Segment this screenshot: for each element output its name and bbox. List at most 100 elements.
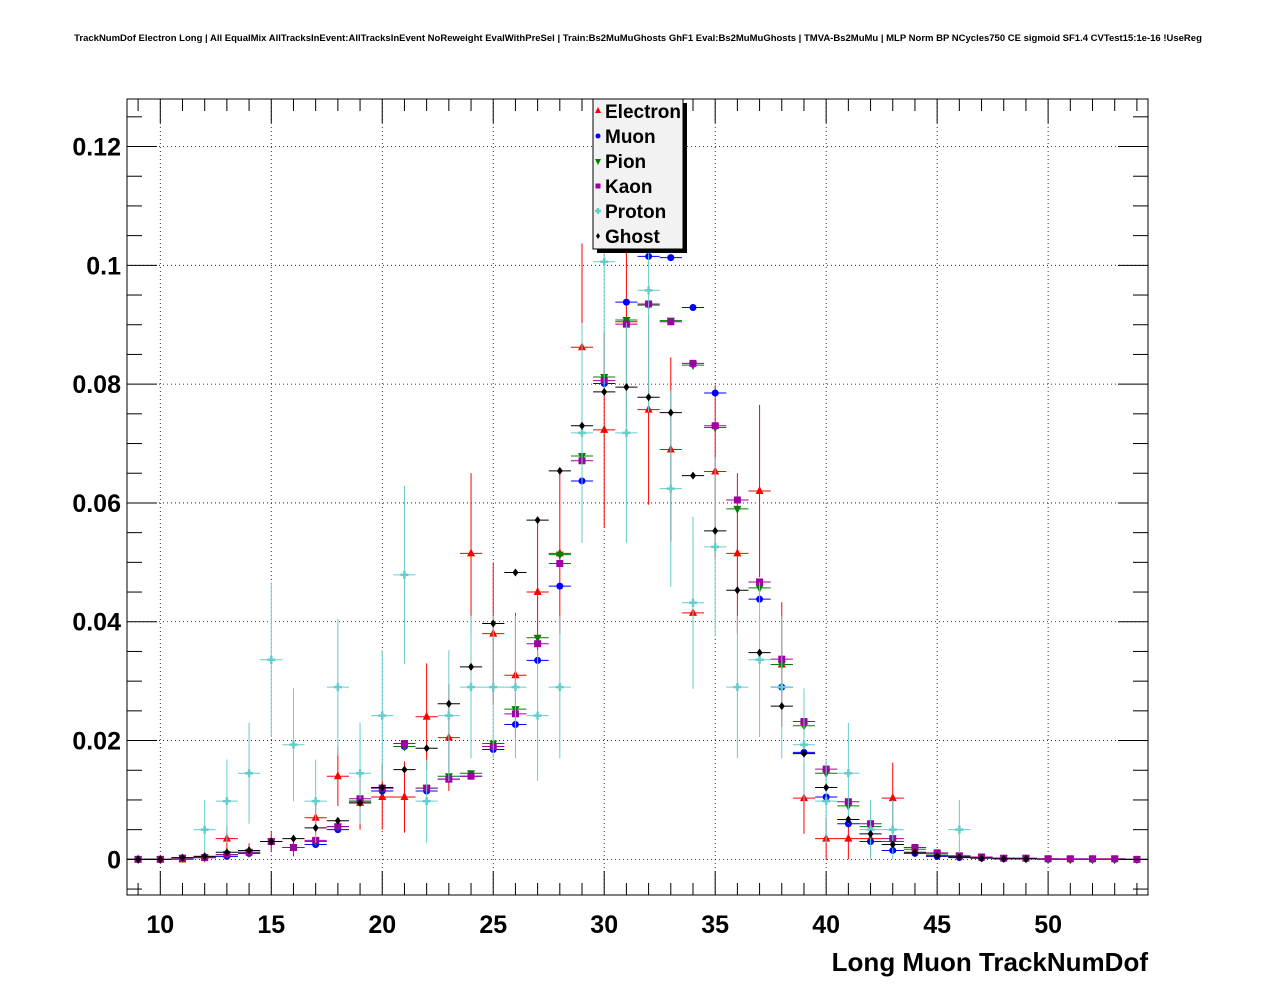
proton-point xyxy=(570,322,594,543)
kaon-marker xyxy=(334,823,342,831)
x-tick-label: 25 xyxy=(479,911,507,939)
ghost-marker xyxy=(911,848,918,857)
electron-marker xyxy=(844,833,853,842)
proton-marker xyxy=(267,655,276,664)
ghost-point xyxy=(193,852,216,861)
y-tick-label: 0.1 xyxy=(86,252,121,280)
ghost-marker xyxy=(357,798,364,807)
proton-point xyxy=(726,615,749,759)
proton-point xyxy=(681,516,705,689)
legend-label: Electron xyxy=(605,102,681,123)
ghost-point xyxy=(593,387,616,396)
proton-marker xyxy=(467,683,476,692)
kaon-marker xyxy=(556,560,564,568)
series-electron xyxy=(127,217,904,863)
kaon-marker xyxy=(467,772,475,780)
ghost-point xyxy=(371,783,394,792)
axis-ticks xyxy=(127,99,1148,895)
proton-point xyxy=(193,799,216,860)
proton-point xyxy=(748,582,771,737)
legend-box xyxy=(592,98,684,250)
ghost-marker xyxy=(778,702,785,711)
legend-marker xyxy=(595,133,601,139)
x-tick-label: 20 xyxy=(368,911,396,939)
ghost-marker xyxy=(401,765,408,774)
ghost-point xyxy=(770,702,793,711)
kaon-marker xyxy=(689,359,697,367)
ghost-marker xyxy=(246,846,253,855)
legend-item-electron: Electron xyxy=(595,102,681,123)
proton-marker xyxy=(289,740,298,749)
ghost-point xyxy=(304,823,327,832)
proton-point xyxy=(704,457,727,637)
proton-marker xyxy=(356,769,365,778)
ghost-marker xyxy=(579,421,586,430)
ghost-marker xyxy=(978,854,985,863)
proton-point xyxy=(548,615,571,759)
proton-marker xyxy=(511,683,520,692)
ghost-point xyxy=(903,848,927,857)
muon-marker xyxy=(622,298,630,306)
proton-marker xyxy=(245,769,254,778)
kaon-marker xyxy=(1044,855,1052,863)
proton-point xyxy=(881,799,904,860)
kaon-point xyxy=(1037,855,1060,863)
legend-label: Muon xyxy=(605,127,656,148)
legend-item-pion: Pion xyxy=(595,152,646,173)
ghost-marker xyxy=(534,516,541,525)
y-tick-label: 0.02 xyxy=(72,728,121,756)
ghost-marker xyxy=(689,471,696,480)
electron-marker xyxy=(333,771,342,780)
proton-point xyxy=(348,722,372,824)
ghost-point xyxy=(859,829,882,838)
kaon-marker xyxy=(1089,855,1097,863)
ghost-point xyxy=(415,744,438,753)
x-tick-label: 15 xyxy=(257,911,285,939)
legend-item-ghost: Ghost xyxy=(596,227,661,248)
kaon-point xyxy=(282,843,305,851)
muon-point xyxy=(548,582,571,590)
ghost-marker xyxy=(601,387,608,396)
muon-point xyxy=(704,389,727,397)
ghost-marker xyxy=(468,662,475,671)
series-muon xyxy=(127,252,1148,863)
legend-item-muon: Muon xyxy=(595,127,656,148)
legend-label: Ghost xyxy=(605,227,661,248)
electron-marker xyxy=(533,587,542,596)
kaon-point xyxy=(548,560,571,568)
ghost-marker xyxy=(845,815,852,824)
proton-point xyxy=(437,650,460,781)
proton-marker xyxy=(311,797,320,806)
kaon-point xyxy=(659,318,682,326)
proton-marker xyxy=(400,570,409,579)
series-pion xyxy=(127,302,1148,865)
proton-marker xyxy=(644,286,653,295)
kaon-point xyxy=(726,496,749,504)
ghost-marker xyxy=(800,749,807,758)
electron-marker xyxy=(755,486,764,495)
ghost-marker xyxy=(379,783,386,792)
ghost-point xyxy=(526,516,549,525)
legend-label: Pion xyxy=(605,152,646,173)
ghost-marker xyxy=(1022,854,1029,863)
proton-point xyxy=(770,615,793,759)
proton-point xyxy=(837,722,860,824)
proton-point xyxy=(282,688,305,802)
ghost-point xyxy=(393,765,416,774)
proton-point xyxy=(504,615,527,759)
x-tick-label: 45 xyxy=(923,911,951,939)
ghost-marker xyxy=(157,855,164,864)
muon-marker xyxy=(556,582,564,590)
kaon-point xyxy=(748,578,771,586)
ghost-point xyxy=(282,834,305,843)
ghost-point xyxy=(926,851,949,860)
proton-point xyxy=(659,390,682,587)
ghost-marker xyxy=(756,648,763,657)
proton-point xyxy=(459,615,483,759)
pion-point xyxy=(726,505,749,514)
muon-marker xyxy=(667,254,675,262)
ghost-marker xyxy=(223,848,230,857)
legend: Electron Muon Pion Kaon Proton Ghost xyxy=(592,98,687,253)
proton-marker xyxy=(755,655,764,664)
kaon-point xyxy=(326,823,349,831)
